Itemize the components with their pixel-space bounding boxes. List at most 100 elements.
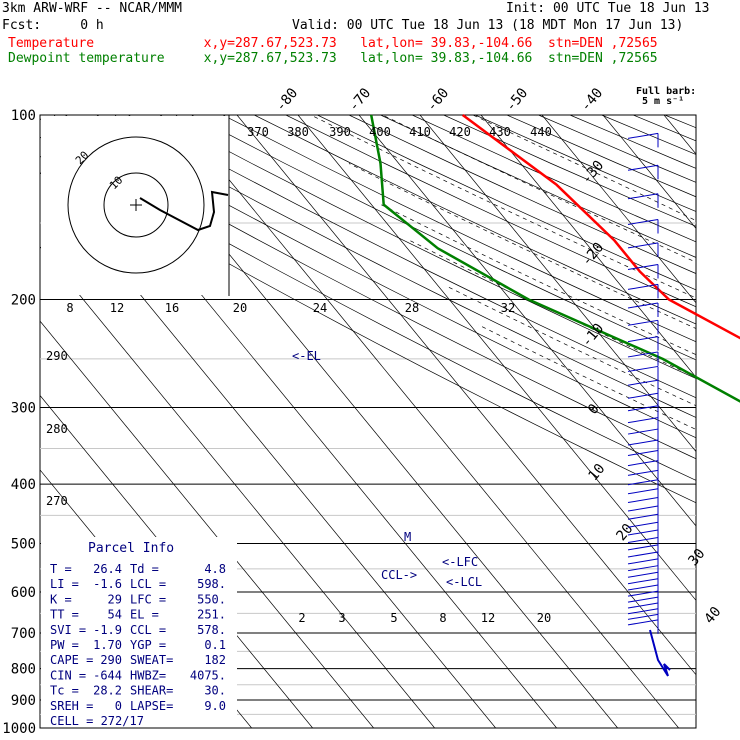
dry-adiabat xyxy=(664,115,696,129)
wind-barb xyxy=(627,193,659,200)
wind-barb xyxy=(627,529,659,536)
dry-adiabat xyxy=(40,155,696,504)
parcel-label: SHEAR= xyxy=(130,684,173,698)
isotherm xyxy=(602,115,696,229)
isotherm xyxy=(40,246,435,728)
dry-adiabat xyxy=(40,136,696,481)
model-title: 3km ARW-WRF -- NCAR/MMM xyxy=(2,1,183,16)
isotherm xyxy=(358,115,696,527)
parcel-value: 26.4 xyxy=(93,562,122,576)
parcel-label: K = xyxy=(50,592,72,606)
wind-barbs xyxy=(627,132,671,677)
wind-barb xyxy=(627,537,659,544)
isotherm-label: -10 xyxy=(579,321,608,351)
parcel-label: LI = xyxy=(50,577,79,591)
valid-time: Valid: 00 UTC Tue 18 Jun 13 (18 MDT Mon … xyxy=(292,18,684,33)
hodograph-trace xyxy=(139,190,229,232)
lcl-annotation: <-LCL xyxy=(446,575,482,589)
wind-barb xyxy=(627,132,659,139)
dry-adiabat xyxy=(633,115,696,142)
parcel-label: Td = xyxy=(130,562,159,576)
wind-barb xyxy=(627,619,659,626)
upper-axis-label: 24 xyxy=(313,301,327,315)
wind-barb xyxy=(627,596,659,603)
wind-barb xyxy=(627,613,659,620)
parcel-value: 28.2 xyxy=(93,684,122,698)
mixing-ratio-label: 5 xyxy=(390,611,397,625)
isotherm-label: 40 xyxy=(701,604,724,627)
isotherm-label: 0 xyxy=(585,401,603,418)
parcel-value: 598. xyxy=(197,577,226,591)
wind-barb xyxy=(627,558,659,565)
wind-barb xyxy=(627,608,659,615)
isotherm xyxy=(40,320,374,728)
pressure-label: 1000 xyxy=(2,721,36,737)
parcel-value: -1.9 xyxy=(93,623,122,637)
m-annotation: M xyxy=(404,530,411,544)
parcel-value: -1.6 xyxy=(93,577,122,591)
init-time: Init: 00 UTC Tue 18 Jun 13 xyxy=(506,1,710,16)
isotherm-label: -70 xyxy=(346,85,375,115)
wind-barb xyxy=(627,242,659,249)
moist-adiabat xyxy=(310,115,696,299)
wind-barb xyxy=(627,513,659,520)
pressure-label: 900 xyxy=(11,693,36,709)
wind-barb xyxy=(627,602,659,609)
wind-barb xyxy=(627,439,659,446)
isotherm-label: 10 xyxy=(585,461,608,484)
dry-adiabat xyxy=(348,115,696,274)
wind-barb xyxy=(627,469,659,476)
dry-adiabat xyxy=(127,115,696,399)
theta-label: 420 xyxy=(449,125,471,139)
theta-label: 430 xyxy=(489,125,511,139)
parcel-value: 0.1 xyxy=(204,638,226,652)
pressure-label: 400 xyxy=(11,477,36,493)
wind-barb xyxy=(627,551,659,558)
parcel-label: SVI = xyxy=(50,623,86,637)
temperature-profile xyxy=(461,113,740,340)
moist-adiabat xyxy=(380,204,696,356)
dry-adiabat xyxy=(601,115,696,155)
parcel-label: SWEAT= xyxy=(130,653,173,667)
mixing-ratio-label: 12 xyxy=(481,611,495,625)
wind-barb xyxy=(627,571,659,578)
parcel-title: Parcel Info xyxy=(88,541,174,556)
wind-barb xyxy=(627,365,659,372)
pressure-label: 300 xyxy=(11,400,36,416)
wind-barb xyxy=(627,302,659,309)
mixing-ratio-label: 3 xyxy=(338,611,345,625)
parcel-label: CIN = xyxy=(50,668,86,682)
upper-axis-label: 16 xyxy=(165,301,179,315)
dry-adiabat xyxy=(538,115,696,183)
moist-adiabat xyxy=(472,115,696,222)
theta-label: 390 xyxy=(329,125,351,139)
isotherm-label: -80 xyxy=(273,85,302,115)
dry-adiabat xyxy=(96,115,696,418)
parcel-label: CAPE = xyxy=(50,653,93,667)
wind-barb xyxy=(627,584,659,591)
lfc-annotation: <-LFC xyxy=(442,555,478,569)
theta-left-label: 290 xyxy=(46,349,68,363)
hodo-ring-inner xyxy=(103,172,169,238)
parcel-value: 4.8 xyxy=(204,562,226,576)
pressure-label: 600 xyxy=(11,585,36,601)
parcel-box-bg xyxy=(41,537,237,727)
parcel-value: 1.70 xyxy=(93,638,122,652)
parcel-value: 251. xyxy=(197,608,226,622)
parcel-value: 578. xyxy=(197,623,226,637)
dry-adiabat xyxy=(40,118,696,460)
temperature-legend: Temperature x,y=287.67,523.73 lat,lon= 3… xyxy=(8,36,658,51)
isotherm-label: 20 xyxy=(613,521,636,544)
theta-left-label: 280 xyxy=(46,422,68,436)
parcel-label: SREH = xyxy=(50,699,93,713)
parcel-label: LAPSE= xyxy=(130,699,173,713)
wind-barb xyxy=(627,392,659,399)
hodo-ring-outer xyxy=(67,136,205,274)
upper-axis-label: 20 xyxy=(233,301,247,315)
isotherm xyxy=(541,115,696,304)
parcel-value: 9.0 xyxy=(204,699,226,713)
wind-barb xyxy=(649,629,671,677)
dry-adiabat xyxy=(191,115,696,361)
